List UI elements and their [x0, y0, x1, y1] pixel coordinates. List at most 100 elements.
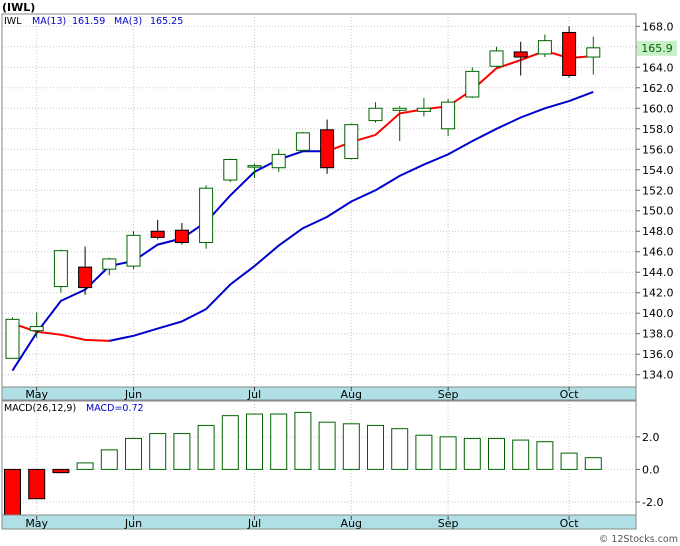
- price-tick-label: 162.0: [642, 82, 674, 95]
- macd-bar: [173, 433, 191, 470]
- price-tick-label: 144.0: [642, 266, 674, 279]
- price-tick-label: 158.0: [642, 123, 674, 136]
- candle: [78, 246, 93, 295]
- macd-tick-label: -2.0: [642, 496, 663, 509]
- price-tick-label: 156.0: [642, 143, 674, 156]
- candle-body: [489, 50, 504, 67]
- price-tick-label: 152.0: [642, 184, 674, 197]
- candle-body: [199, 187, 214, 244]
- candle: [29, 312, 44, 338]
- month-label: May: [25, 517, 48, 530]
- macd-bar: [439, 436, 457, 470]
- candle-body: [344, 124, 359, 159]
- candle: [537, 34, 552, 58]
- candle: [562, 26, 577, 78]
- macd-bar: [342, 423, 360, 470]
- macd-bar: [221, 415, 239, 470]
- price-tick-label: 164.0: [642, 61, 674, 74]
- candle: [489, 46, 504, 68]
- price-tick-label: 140.0: [642, 307, 674, 320]
- macd-bar-series: [4, 411, 602, 516]
- macd-bar: [512, 439, 530, 470]
- month-label: Aug: [341, 517, 362, 530]
- candle: [416, 98, 431, 117]
- candle: [223, 158, 238, 183]
- price-tick-label: 160.0: [642, 102, 674, 115]
- macd-legend-label: MACD(26,12,9): [4, 403, 76, 414]
- macd-bar: [415, 434, 433, 470]
- candle-body: [29, 326, 44, 332]
- watermark: © 12Stocks.com: [599, 534, 678, 545]
- candle-body: [295, 132, 310, 151]
- price-y-axis: 134.0 136.0 138.0 140.0 142.0 144.0 146.0 148.0…: [636, 20, 674, 382]
- candle: [344, 123, 359, 160]
- last-price-badge: 165.9: [637, 40, 677, 56]
- macd-bar: [270, 413, 288, 470]
- candle: [126, 231, 141, 270]
- month-label: Sep: [438, 388, 459, 401]
- candle: [295, 131, 310, 152]
- candle: [102, 257, 117, 276]
- price-tick-label: 142.0: [642, 287, 674, 300]
- candle: [5, 317, 20, 359]
- macd-bar: [318, 421, 336, 470]
- candle-body: [174, 229, 189, 244]
- month-label: Aug: [341, 388, 362, 401]
- macd-x-axis: May Jun Jul Aug Sep Oct: [1, 514, 637, 530]
- candle-body: [78, 266, 93, 289]
- price-x-axis-band: [1, 386, 637, 401]
- price-tick-label: 134.0: [642, 369, 674, 382]
- candle-body: [416, 107, 431, 112]
- macd-bar: [4, 468, 21, 516]
- macd-bar: [560, 452, 578, 470]
- legend-ma13-value: 161.59: [72, 16, 105, 27]
- candle-body: [247, 165, 262, 168]
- month-label: Sep: [438, 517, 459, 530]
- macd-panel: MACD(26,12,9) MACD=0.72 -2.0 0.0 2.0: [1, 400, 663, 516]
- price-tick-label: 148.0: [642, 225, 674, 238]
- candle-body: [537, 40, 552, 55]
- candle-body: [150, 230, 165, 238]
- month-label: Jun: [124, 388, 142, 401]
- candle-body: [320, 129, 335, 169]
- candle: [441, 99, 456, 136]
- candle: [368, 102, 383, 123]
- price-tick-label: 168.0: [642, 20, 674, 33]
- price-legend: IWL MA(13) 161.59 MA(3) 165.25: [4, 16, 183, 27]
- ma3-line-segment-b: [109, 90, 594, 342]
- macd-bar: [536, 441, 554, 470]
- last-price-label: 165.9: [641, 42, 673, 55]
- candle: [174, 223, 189, 245]
- month-label: Oct: [560, 517, 580, 530]
- candle-body: [53, 250, 68, 288]
- candle: [586, 36, 601, 75]
- price-tick-label: 154.0: [642, 164, 674, 177]
- legend-symbol: IWL: [4, 16, 22, 27]
- month-label: Jun: [124, 517, 142, 530]
- candle-body: [465, 70, 480, 98]
- macd-bar: [294, 411, 312, 470]
- macd-bar: [149, 433, 167, 470]
- candle: [320, 119, 335, 174]
- candle-body: [392, 107, 407, 111]
- candle: [247, 163, 262, 178]
- candle: [513, 41, 528, 76]
- month-label: May: [25, 388, 48, 401]
- macd-bar: [488, 437, 505, 470]
- macd-legend-value: MACD=0.72: [86, 403, 144, 414]
- candle: [392, 106, 407, 142]
- macd-bar: [246, 413, 263, 470]
- macd-bar: [197, 424, 215, 470]
- macd-x-axis-band: [1, 514, 637, 530]
- macd-bar: [76, 462, 94, 470]
- price-tick-label: 138.0: [642, 328, 674, 341]
- price-tick-label: 136.0: [642, 348, 674, 361]
- price-gridlines: [2, 14, 636, 387]
- price-x-axis: May Jun Jul Aug Sep Oct: [1, 386, 637, 401]
- candle-body: [586, 47, 601, 58]
- macd-bar: [584, 457, 602, 470]
- month-label: Jul: [247, 517, 261, 530]
- last-price-background: [637, 40, 677, 56]
- candle-body: [368, 107, 383, 122]
